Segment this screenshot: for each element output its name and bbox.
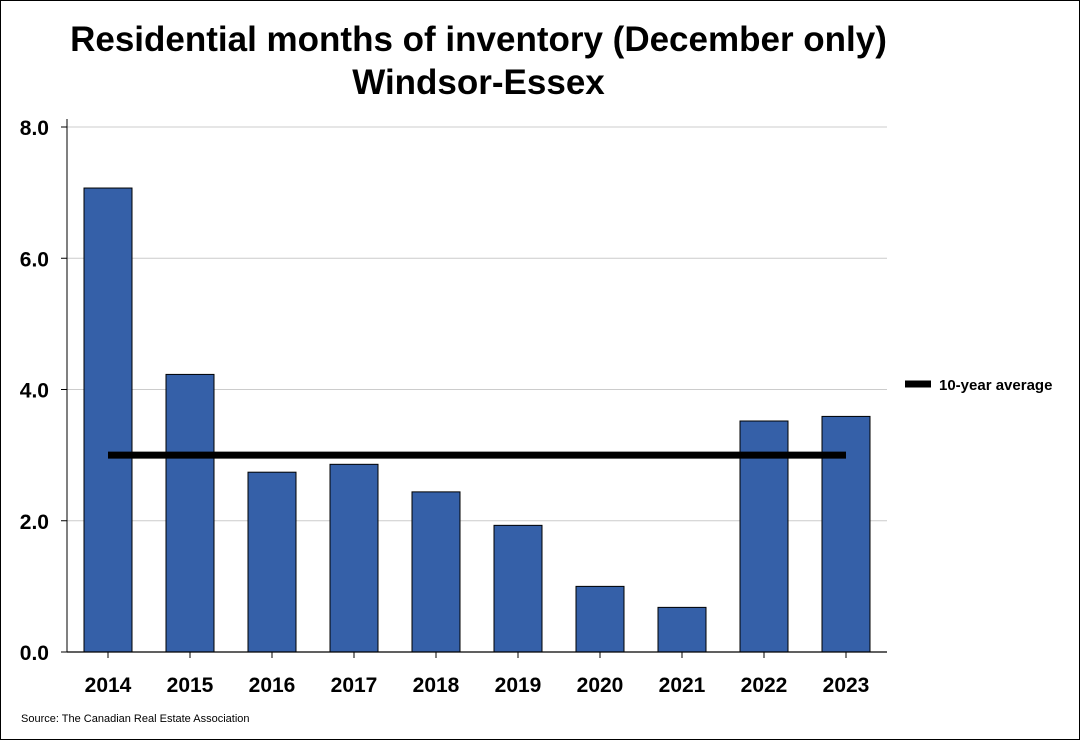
- bar: [493, 524, 543, 653]
- x-tick-label: 2016: [249, 674, 296, 697]
- y-tick-label: 2.0: [20, 511, 49, 534]
- bar: [329, 463, 379, 653]
- bar: [657, 606, 707, 653]
- x-tick-label: 2014: [85, 674, 132, 697]
- y-tick-label: 4.0: [20, 380, 49, 403]
- bar: [165, 373, 215, 653]
- x-tick-label: 2022: [741, 674, 788, 697]
- bar: [411, 491, 461, 653]
- legend-label: 10-year average: [939, 377, 1052, 394]
- chart-subtitle: Windsor-Essex: [352, 63, 605, 102]
- chart-title: Residential months of inventory (Decembe…: [70, 20, 887, 59]
- y-tick-label: 6.0: [20, 248, 49, 271]
- bar: [247, 471, 297, 653]
- source-note: Source: The Canadian Real Estate Associa…: [21, 713, 250, 725]
- x-tick-label: 2015: [167, 674, 214, 697]
- x-tick-label: 2018: [413, 674, 460, 697]
- x-tick-label: 2021: [659, 674, 706, 697]
- x-tick-label: 2023: [823, 674, 870, 697]
- y-tick-label: 0.0: [20, 642, 49, 665]
- y-tick-label: 8.0: [20, 117, 49, 140]
- x-tick-label: 2020: [577, 674, 624, 697]
- bar: [575, 585, 625, 653]
- x-tick-label: 2017: [331, 674, 378, 697]
- x-tick-label: 2019: [495, 674, 542, 697]
- bar: [83, 187, 133, 653]
- bar: [739, 420, 789, 653]
